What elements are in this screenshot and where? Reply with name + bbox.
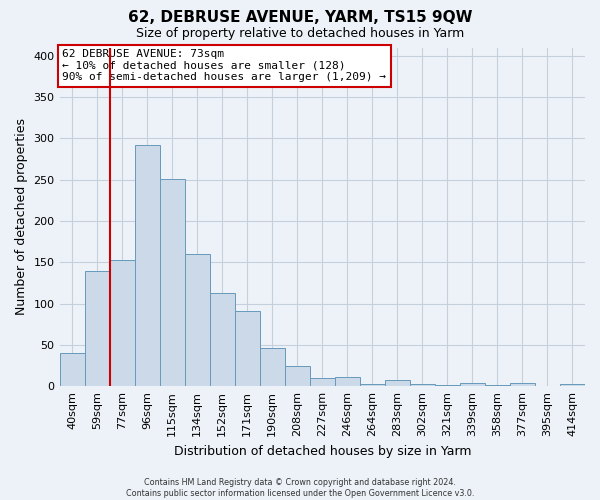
Text: Contains HM Land Registry data © Crown copyright and database right 2024.
Contai: Contains HM Land Registry data © Crown c… [126, 478, 474, 498]
Text: Size of property relative to detached houses in Yarm: Size of property relative to detached ho… [136, 28, 464, 40]
X-axis label: Distribution of detached houses by size in Yarm: Distribution of detached houses by size … [173, 444, 471, 458]
Bar [285, 366, 310, 386]
Bar [235, 311, 260, 386]
Bar [85, 270, 110, 386]
Bar [560, 384, 585, 386]
Bar [385, 380, 410, 386]
Bar [460, 383, 485, 386]
Bar [110, 260, 134, 386]
Bar [510, 383, 535, 386]
Bar [260, 348, 285, 386]
Bar [335, 377, 360, 386]
Bar [160, 179, 185, 386]
Bar [485, 384, 510, 386]
Bar [410, 384, 435, 386]
Bar [209, 293, 235, 386]
Bar [310, 378, 335, 386]
Text: 62, DEBRUSE AVENUE, YARM, TS15 9QW: 62, DEBRUSE AVENUE, YARM, TS15 9QW [128, 10, 472, 25]
Text: 62 DEBRUSE AVENUE: 73sqm
← 10% of detached houses are smaller (128)
90% of semi-: 62 DEBRUSE AVENUE: 73sqm ← 10% of detach… [62, 49, 386, 82]
Bar [435, 384, 460, 386]
Bar [185, 254, 209, 386]
Bar [59, 353, 85, 386]
Bar [360, 384, 385, 386]
Y-axis label: Number of detached properties: Number of detached properties [15, 118, 28, 316]
Bar [134, 145, 160, 386]
